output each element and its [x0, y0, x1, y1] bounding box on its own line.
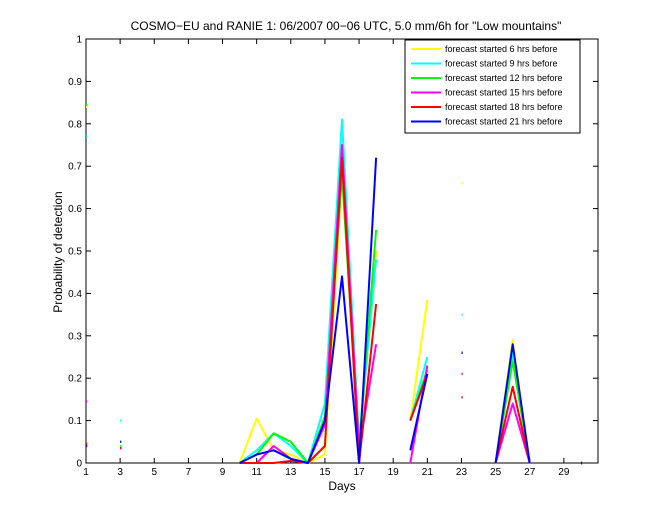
x-tick-label: 9: [220, 467, 226, 478]
series-line: [239, 157, 378, 464]
y-tick-label: 0.6: [68, 204, 82, 215]
y-tick-label: 0.5: [68, 247, 82, 258]
y-tick-label: 0.9: [68, 77, 82, 88]
x-tick-label: 17: [354, 467, 366, 478]
x-tick-label: 15: [319, 467, 331, 478]
x-tick-label: 13: [285, 467, 297, 478]
y-tick-label: 0.1: [68, 416, 82, 427]
legend-box: [404, 39, 581, 134]
legend-label: forecast started 6 hrs before: [445, 44, 558, 54]
legend-label: forecast started 21 hrs before: [445, 117, 563, 127]
x-tick-label: 7: [186, 467, 192, 478]
y-tick-label: 1: [76, 35, 82, 46]
series-line: [409, 373, 429, 451]
series-line: [494, 385, 531, 464]
x-tick-label: 23: [456, 467, 468, 478]
legend-label: forecast started 15 hrs before: [445, 88, 563, 98]
y-tick-label: 0: [76, 459, 82, 470]
y-tick-label: 0.3: [68, 331, 82, 342]
y-tick-label: 0.7: [68, 162, 82, 173]
x-tick-label: 3: [117, 467, 123, 478]
series-line: [409, 373, 429, 421]
x-tick-label: 5: [151, 467, 157, 478]
x-tick-label: 25: [490, 467, 502, 478]
y-tick-label: 0.4: [68, 289, 82, 300]
x-tick-label: 21: [422, 467, 434, 478]
y-tick-label: 0.2: [68, 374, 82, 385]
x-tick-label: 27: [524, 467, 536, 478]
legend: forecast started 6 hrs before forecast st…: [404, 39, 581, 134]
y-tick-label: 0.8: [68, 119, 82, 130]
x-tick-label: 1: [83, 467, 89, 478]
y-axis-title: Probability of detection: [51, 191, 65, 312]
series-line: [409, 299, 429, 421]
x-tick-label: 29: [558, 467, 570, 478]
x-tick-label: 19: [388, 467, 400, 478]
x-tick-label: 11: [251, 467, 262, 478]
series-line: [494, 402, 531, 464]
chart-title: COSMO−EU and RANIE 1: 06/2007 00−06 UTC,…: [131, 19, 562, 33]
series-6: [86, 157, 583, 465]
series-line: [494, 343, 531, 464]
x-axis-title: Days: [328, 479, 355, 493]
legend-label: forecast started 18 hrs before: [445, 102, 563, 112]
legend-label: forecast started 12 hrs before: [445, 73, 563, 83]
legend-label: forecast started 9 hrs before: [445, 59, 558, 69]
